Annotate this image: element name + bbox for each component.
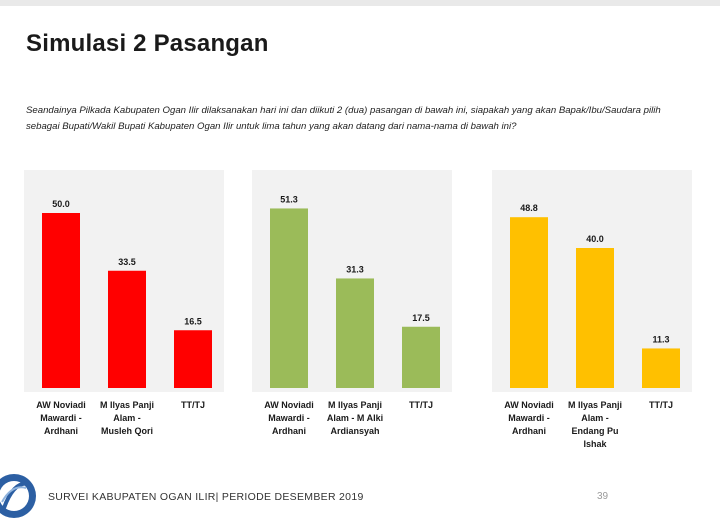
data-label: 33.5 xyxy=(118,257,136,267)
data-label: 50.0 xyxy=(52,199,70,209)
category-label: TT/TJ xyxy=(181,400,205,410)
category-label: Ardhani xyxy=(272,426,306,436)
survey-org-logo-icon xyxy=(0,474,36,518)
survey-question: Seandainya Pilkada Kabupaten Ogan Ilir d… xyxy=(26,105,661,132)
category-label: Mawardi - xyxy=(40,413,82,423)
bar xyxy=(270,208,308,388)
category-label: AW Noviadi xyxy=(36,400,86,410)
category-label: Musleh Qori xyxy=(101,426,153,436)
category-label: Alam - xyxy=(581,413,609,423)
data-label: 31.3 xyxy=(346,264,364,274)
category-label: AW Noviadi xyxy=(264,400,314,410)
data-label: 11.3 xyxy=(652,334,669,344)
bar xyxy=(174,330,212,388)
chart-panel-3: 48.8 AW Noviadi Mawardi - Ardhani 40.0 M Ilya… xyxy=(492,170,692,449)
category-label: Ishak xyxy=(583,439,607,449)
page-number: 39 xyxy=(597,491,609,502)
chart-panel-2: 51.3 AW Noviadi Mawardi - Ardhani 31.3 M Ilya… xyxy=(252,170,452,436)
bar xyxy=(108,270,146,388)
bar xyxy=(576,248,614,388)
bar xyxy=(510,217,548,388)
category-label: M Ilyas Panji xyxy=(100,400,154,410)
category-label: Mawardi - xyxy=(508,413,550,423)
bar-chart-2: 51.3 AW Noviadi Mawardi - Ardhani 31.3 M Ilya… xyxy=(252,170,452,436)
top-border xyxy=(0,0,720,6)
footer-text: SURVEI KABUPATEN OGAN ILIR| PERIODE DESE… xyxy=(48,491,364,503)
bar xyxy=(402,326,440,388)
category-label: Ardhani xyxy=(44,426,78,436)
bar-chart-1: 50.0 AW Noviadi Mawardi - Ardhani 33.5 M Ilya… xyxy=(24,170,224,436)
bar xyxy=(642,348,680,388)
category-label: M Ilyas Panji xyxy=(328,400,382,410)
bar xyxy=(42,213,80,388)
data-label: 48.8 xyxy=(520,203,538,213)
data-label: 17.5 xyxy=(412,313,430,323)
category-label: Alam - xyxy=(113,413,141,423)
category-label: Ardhani xyxy=(512,426,546,436)
data-label: 40.0 xyxy=(586,234,604,244)
category-label: Ardiansyah xyxy=(330,426,379,436)
chart-panel-1: 50.0 AW Noviadi Mawardi - Ardhani 33.5 M Ilya… xyxy=(24,170,224,436)
category-label: Endang Pu xyxy=(572,426,619,436)
data-label: 16.5 xyxy=(184,316,202,326)
bar xyxy=(336,278,374,388)
category-label: Alam - M Alki xyxy=(327,413,383,423)
page-title: Simulasi 2 Pasangan xyxy=(26,30,269,57)
bar-chart-3: 48.8 AW Noviadi Mawardi - Ardhani 40.0 M Ilya… xyxy=(492,170,692,449)
category-label: M Ilyas Panji xyxy=(568,400,622,410)
category-label: AW Noviadi xyxy=(504,400,554,410)
data-label: 51.3 xyxy=(280,194,298,204)
category-label: TT/TJ xyxy=(649,400,673,410)
category-label: TT/TJ xyxy=(409,400,433,410)
category-label: Mawardi - xyxy=(268,413,310,423)
